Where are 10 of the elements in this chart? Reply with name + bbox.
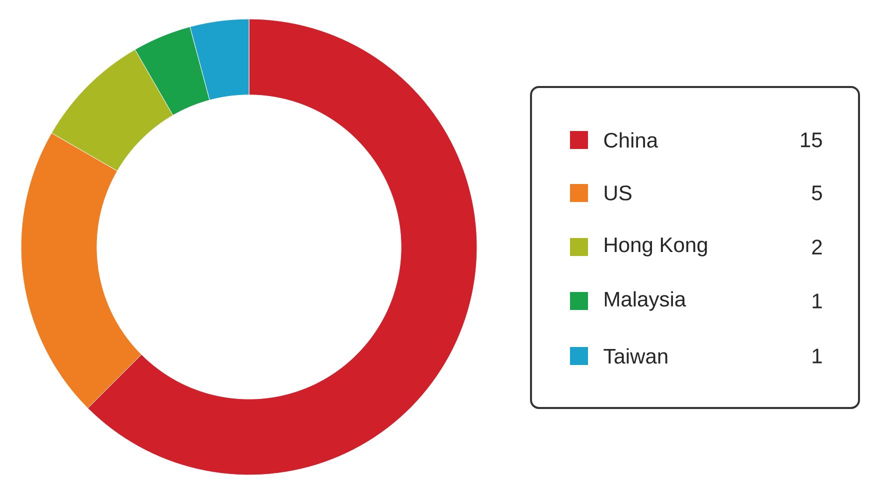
legend-label: Malaysia	[604, 291, 686, 311]
data-label: 1	[812, 348, 822, 364]
legend-label: China	[604, 132, 658, 148]
data-label: 15	[801, 132, 822, 148]
data-label: 1	[812, 294, 822, 308]
legend-label: Taiwan	[604, 348, 668, 364]
data-label: 5	[812, 186, 822, 200]
data-label: 2	[812, 240, 822, 254]
legend-label: US	[604, 186, 632, 200]
legend-label: Hong Kong	[604, 238, 707, 256]
